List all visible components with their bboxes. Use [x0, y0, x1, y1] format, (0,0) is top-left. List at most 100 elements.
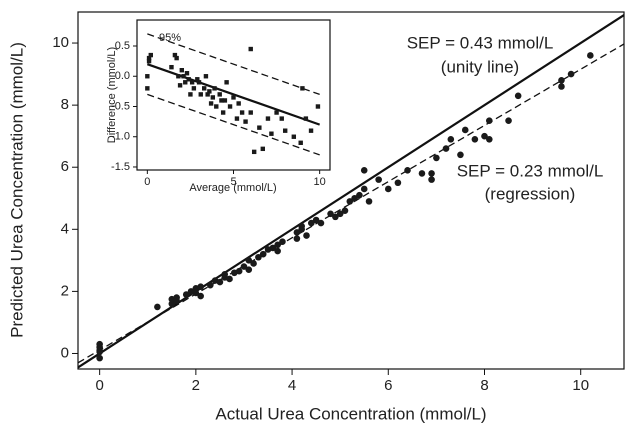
point — [146, 55, 152, 61]
point — [96, 347, 103, 354]
point — [197, 292, 204, 300]
point — [191, 86, 197, 91]
point — [418, 170, 426, 177]
x-tick-label: 5 — [230, 176, 236, 188]
point — [248, 110, 253, 115]
point — [298, 140, 303, 145]
dashed-line — [147, 33, 320, 96]
point — [259, 250, 267, 258]
x-tick-label: 10 — [572, 377, 589, 394]
point — [351, 194, 358, 202]
point — [240, 263, 248, 270]
point — [274, 110, 279, 115]
solid-line — [146, 63, 321, 126]
y-tick-label: 4 — [61, 220, 69, 237]
point — [208, 101, 214, 106]
point — [226, 275, 233, 283]
point — [214, 104, 219, 109]
point — [404, 167, 411, 174]
y-tick-label: 8 — [61, 96, 69, 113]
point — [168, 300, 176, 308]
point — [332, 213, 339, 221]
point — [189, 80, 195, 85]
point — [257, 125, 262, 130]
point — [587, 52, 594, 59]
point — [341, 207, 349, 214]
point — [279, 116, 284, 121]
point — [221, 271, 229, 278]
y-axis-label: Predicted Urea Concentration (mmol/L) — [7, 42, 26, 338]
point — [235, 267, 243, 275]
x-tick-label: 2 — [192, 377, 200, 394]
point — [146, 58, 152, 64]
x-tick-label: 6 — [384, 377, 392, 394]
point — [514, 92, 522, 100]
point — [222, 98, 228, 103]
point — [567, 70, 575, 78]
point — [251, 149, 257, 155]
point — [315, 104, 321, 109]
point — [279, 238, 286, 246]
y-tick-label: 0.5 — [115, 40, 130, 52]
x-tick-label: 10 — [314, 176, 326, 188]
point — [197, 283, 204, 291]
point — [303, 116, 309, 121]
point — [145, 86, 150, 91]
annotation: SEP = 0.23 mmol/L — [457, 161, 604, 180]
point — [327, 210, 334, 218]
y-tick-label: -1.0 — [111, 131, 130, 143]
x-tick-label: 4 — [288, 377, 296, 394]
point — [248, 46, 253, 52]
point — [176, 74, 181, 79]
point — [192, 289, 200, 297]
point — [505, 117, 512, 124]
point — [196, 80, 202, 85]
x-axis-label: Actual Urea Concentration (mmol/L) — [215, 404, 486, 423]
point — [274, 241, 281, 249]
point — [346, 198, 354, 205]
point — [308, 128, 314, 133]
point — [243, 119, 248, 124]
point — [442, 145, 450, 152]
point — [148, 52, 153, 58]
point — [558, 76, 565, 84]
point — [317, 219, 325, 227]
x-tick-label: 8 — [480, 377, 488, 394]
point — [234, 116, 240, 121]
point — [174, 55, 179, 61]
point — [173, 297, 180, 305]
x-tick-label: 0 — [95, 377, 103, 394]
point — [239, 110, 245, 115]
point — [471, 135, 479, 143]
point — [291, 134, 297, 139]
point — [269, 131, 274, 136]
point — [145, 74, 150, 79]
x-axis-label: Average (mmol/L) — [189, 182, 276, 194]
point — [220, 110, 226, 115]
point — [227, 104, 233, 109]
point — [486, 135, 493, 143]
point — [210, 95, 216, 100]
y-tick-label: -1.5 — [111, 161, 130, 173]
y-tick-label: 0.0 — [115, 70, 130, 82]
y-tick-label: 2 — [61, 282, 69, 299]
point — [177, 83, 183, 88]
point — [182, 291, 190, 298]
point — [217, 92, 222, 97]
point — [300, 86, 305, 91]
point — [360, 167, 368, 174]
annotation: SEP = 0.43 mmol/L — [407, 33, 554, 52]
point — [308, 219, 315, 227]
point — [216, 278, 224, 286]
point — [384, 185, 392, 193]
point — [360, 185, 368, 193]
point — [457, 151, 464, 159]
y-tick-label: -0.5 — [111, 100, 130, 112]
point — [312, 216, 320, 224]
point — [282, 128, 288, 133]
point — [356, 191, 363, 199]
annotation: (regression) — [485, 184, 576, 203]
point — [250, 260, 257, 267]
point — [206, 281, 214, 289]
